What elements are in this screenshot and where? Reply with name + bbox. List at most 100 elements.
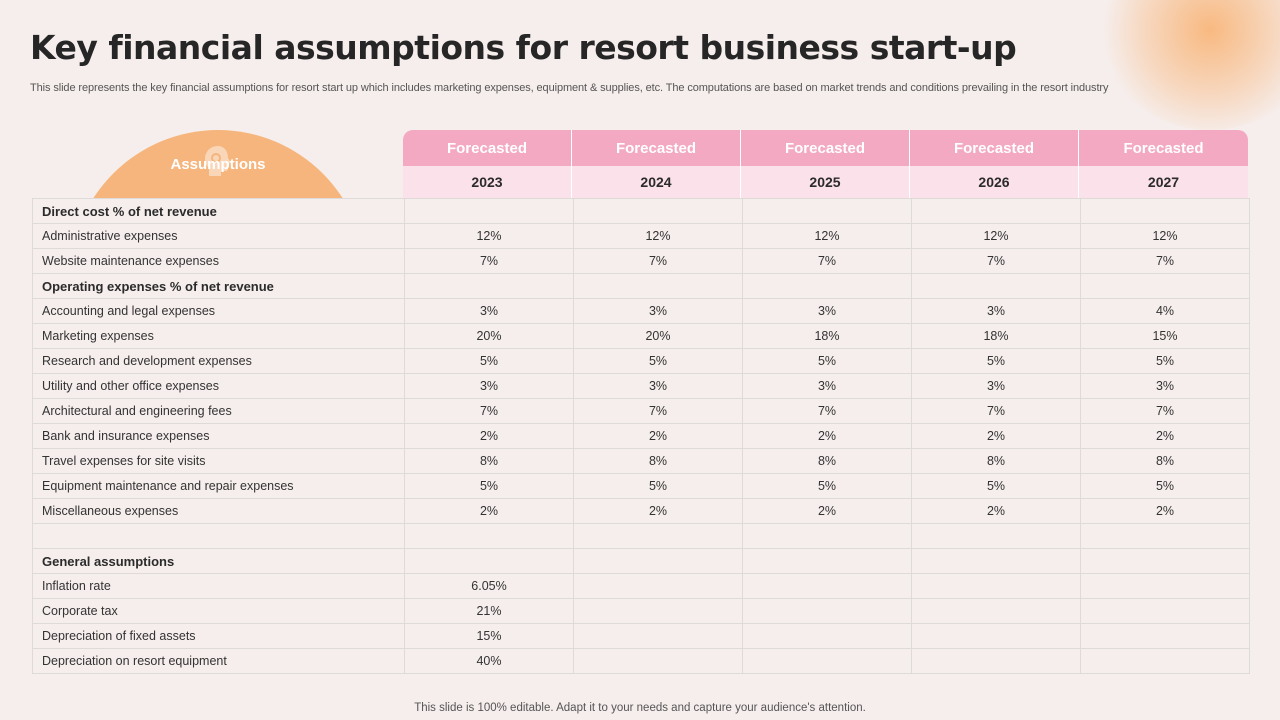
assumptions-label: Assumptions (170, 156, 266, 173)
value-cell: 5% (1080, 348, 1250, 374)
value-cell (742, 523, 912, 549)
row-label: Travel expenses for site visits (32, 448, 405, 474)
value-cell: 2% (404, 498, 574, 524)
value-cell: 5% (573, 348, 743, 374)
table-row: Travel expenses for site visits 8% 8% 8% 8% 8… (32, 448, 1250, 474)
value-cell: 6.05% (404, 573, 574, 599)
value-cell: 8% (911, 448, 1081, 474)
row-label: Inflation rate (32, 573, 405, 599)
column-header: Forecasted 2024 (572, 130, 741, 198)
value-cell: 5% (742, 473, 912, 499)
value-cell: 18% (911, 323, 1081, 349)
column-header: Forecasted 2026 (910, 130, 1079, 198)
row-label: Website maintenance expenses (32, 248, 405, 274)
value-cell: 7% (911, 398, 1081, 424)
value-cell: 3% (742, 298, 912, 324)
value-cell: 7% (742, 398, 912, 424)
value-cell: 5% (911, 348, 1081, 374)
value-cell: 21% (404, 598, 574, 624)
value-cell: 7% (573, 248, 743, 274)
value-cell (573, 548, 743, 574)
assumptions-header: Assumptions (70, 130, 366, 198)
column-header: Forecasted 2027 (1079, 130, 1248, 198)
value-cell: 7% (1080, 398, 1250, 424)
table-row: Equipment maintenance and repair expense… (32, 473, 1250, 499)
value-cell (1080, 548, 1250, 574)
value-cell (573, 273, 743, 299)
value-cell: 2% (742, 498, 912, 524)
value-cell: 5% (1080, 473, 1250, 499)
row-label: Equipment maintenance and repair expense… (32, 473, 405, 499)
value-cell (1080, 623, 1250, 649)
forecast-label: Forecasted (572, 130, 740, 166)
value-cell: 15% (404, 623, 574, 649)
table-row: Website maintenance expenses 7% 7% 7% 7% 7% (32, 248, 1250, 274)
table-row: Depreciation of fixed assets 15% (32, 623, 1250, 649)
corner-decoration (1100, 0, 1280, 130)
value-cell: 5% (911, 473, 1081, 499)
table-row: Research and development expenses 5% 5% 5% 5… (32, 348, 1250, 374)
footer-note: This slide is 100% editable. Adapt it to… (414, 702, 866, 714)
value-cell: 2% (404, 423, 574, 449)
value-cell (911, 648, 1081, 674)
value-cell (742, 648, 912, 674)
section-row: Operating expenses % of net revenue (32, 273, 1250, 299)
section-label: Direct cost % of net revenue (32, 198, 405, 224)
forecast-label: Forecasted (910, 130, 1078, 166)
value-cell: 3% (404, 373, 574, 399)
value-cell (911, 573, 1081, 599)
value-cell (573, 573, 743, 599)
value-cell (911, 623, 1081, 649)
row-label: Miscellaneous expenses (32, 498, 405, 524)
value-cell: 8% (573, 448, 743, 474)
slide-title: Key financial assumptions for resort bus… (30, 28, 1017, 67)
value-cell (742, 548, 912, 574)
table-row: Architectural and engineering fees 7% 7% 7%… (32, 398, 1250, 424)
table-row: Marketing expenses 20% 20% 18% 18% 15% (32, 323, 1250, 349)
value-cell: 5% (573, 473, 743, 499)
row-label: Corporate tax (32, 598, 405, 624)
value-cell (404, 198, 574, 224)
table-row: Bank and insurance expenses 2% 2% 2% 2% 2% (32, 423, 1250, 449)
table-row: Inflation rate 6.05% (32, 573, 1250, 599)
value-cell (404, 523, 574, 549)
value-cell: 5% (404, 348, 574, 374)
value-cell: 12% (742, 223, 912, 249)
slide-subtitle: This slide represents the key financial … (30, 82, 1109, 94)
value-cell (1080, 523, 1250, 549)
table-row: Administrative expenses 12% 12% 12% 12% 12% (32, 223, 1250, 249)
value-cell: 5% (404, 473, 574, 499)
year-label: 2025 (741, 166, 909, 198)
value-cell: 12% (911, 223, 1081, 249)
year-label: 2023 (403, 166, 571, 198)
forecast-label: Forecasted (1079, 130, 1248, 166)
forecast-label: Forecasted (403, 130, 571, 166)
year-label: 2026 (910, 166, 1078, 198)
value-cell (573, 598, 743, 624)
value-cell (404, 273, 574, 299)
section-row: Direct cost % of net revenue (32, 198, 1250, 224)
value-cell: 2% (1080, 498, 1250, 524)
value-cell (1080, 648, 1250, 674)
value-cell: 2% (573, 498, 743, 524)
section-label: Operating expenses % of net revenue (32, 273, 405, 299)
value-cell (911, 548, 1081, 574)
year-label: 2027 (1079, 166, 1248, 198)
value-cell: 8% (742, 448, 912, 474)
value-cell: 7% (404, 248, 574, 274)
forecast-label: Forecasted (741, 130, 909, 166)
column-header: Forecasted 2025 (741, 130, 910, 198)
value-cell (404, 548, 574, 574)
column-header: Forecasted 2023 (403, 130, 572, 198)
value-cell: 2% (911, 498, 1081, 524)
value-cell: 12% (404, 223, 574, 249)
row-label: Depreciation on resort equipment (32, 648, 405, 674)
value-cell: 3% (911, 298, 1081, 324)
value-cell (573, 648, 743, 674)
table-row: Utility and other office expenses 3% 3% 3% 3… (32, 373, 1250, 399)
value-cell (742, 598, 912, 624)
row-label: Bank and insurance expenses (32, 423, 405, 449)
row-label: Accounting and legal expenses (32, 298, 405, 324)
value-cell: 2% (911, 423, 1081, 449)
year-label: 2024 (572, 166, 740, 198)
